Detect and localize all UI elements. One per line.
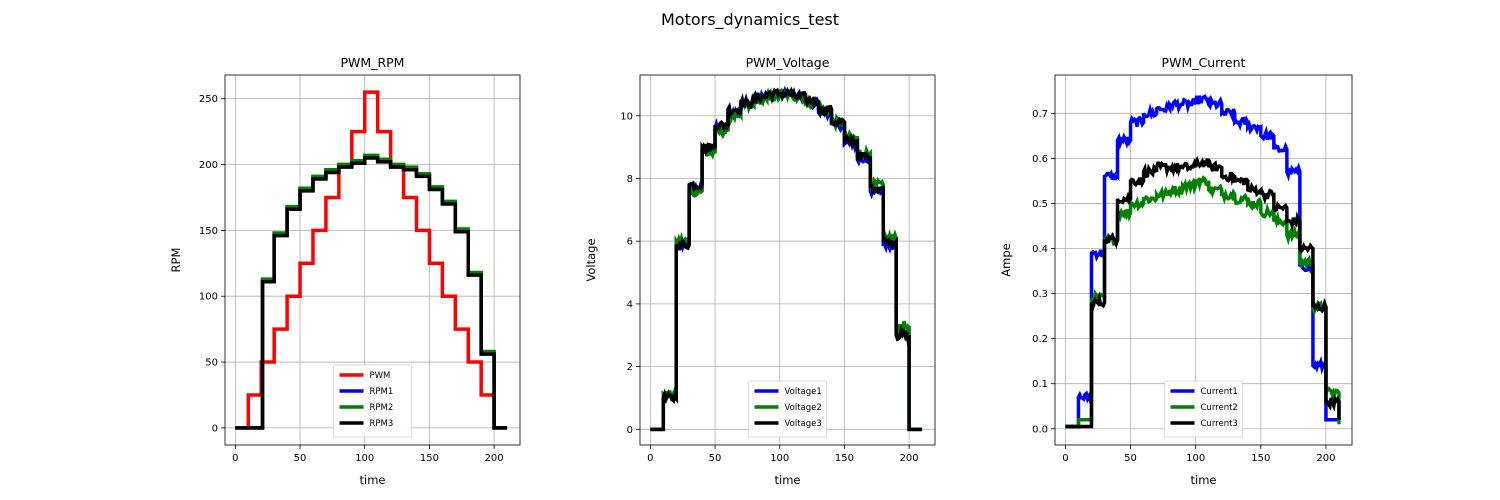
series-line-RPM3 (235, 156, 508, 430)
y-tick-label: 2 (627, 362, 633, 373)
legend-label-Voltage2: Voltage2 (785, 403, 822, 413)
y-tick-label: 0.3 (1032, 289, 1048, 300)
figure-suptitle: Motors_dynamics_test (661, 10, 839, 30)
x-tick-label: 50 (294, 453, 307, 464)
y-tick-label: 250 (199, 94, 218, 105)
y-tick-label: 0.4 (1032, 244, 1048, 255)
legend-label-RPM3: RPM3 (370, 419, 394, 429)
legend-label-RPM1: RPM1 (370, 387, 394, 397)
y-tick-label: 0.7 (1032, 109, 1048, 120)
x-tick-label: 100 (770, 453, 789, 464)
y-tick-label: 0.1 (1032, 379, 1048, 390)
y-tick-label: 0.0 (1032, 424, 1048, 435)
series-line-Current1 (1065, 93, 1339, 429)
series-line-Current2 (1065, 175, 1341, 429)
chart-panel-3: 0 50 100 150 200 0.0 0.1 0.2 0.3 0.4 0.5 0.6 0.7 PWM_… (999, 55, 1353, 487)
x-tick-label: 0 (232, 453, 238, 464)
legend: PWM RPM1 RPM2 RPM3 (333, 364, 412, 438)
x-tick-label: 0 (1062, 453, 1068, 464)
x-tick-label: 100 (1186, 453, 1205, 464)
y-axis-label: RPM (169, 248, 183, 273)
series-line-PWM (235, 90, 508, 430)
series-group (650, 85, 923, 432)
x-tick-label: 150 (1251, 453, 1270, 464)
panel-title: PWM_Current (1162, 55, 1246, 70)
x-tick-label: 100 (355, 453, 374, 464)
series-line-Current3 (1065, 155, 1341, 429)
series-line-Voltage2 (650, 87, 923, 432)
legend-label-Current3: Current3 (1201, 419, 1238, 429)
legend: Current1 Current2 Current3 (1164, 380, 1243, 438)
x-tick-label: 200 (485, 453, 504, 464)
legend-label-Voltage1: Voltage1 (785, 387, 822, 397)
axes-frame (1054, 74, 1353, 446)
y-tick-label: 200 (199, 160, 218, 171)
panel-title: PWM_Voltage (746, 55, 830, 70)
y-tick-label: 0 (212, 423, 218, 434)
x-axis-label: time (1191, 473, 1217, 487)
x-tick-label: 50 (709, 453, 722, 464)
axes-frame (224, 74, 521, 446)
x-axis-label: time (360, 473, 386, 487)
legend: Voltage1 Voltage2 Voltage3 (748, 380, 827, 438)
chart-panels: 0 50 100 150 200050100150200250PWM_RPMtimeRP… (169, 55, 1353, 487)
y-tick-label: 4 (627, 299, 633, 310)
y-tick-label: 10 (620, 111, 633, 122)
legend-label-RPM2: RPM2 (370, 403, 394, 413)
y-tick-label: 100 (199, 292, 218, 303)
panel-title: PWM_RPM (341, 55, 405, 70)
legend-label-Voltage3: Voltage3 (785, 419, 822, 429)
x-tick-label: 150 (835, 453, 854, 464)
y-tick-label: 0.5 (1032, 199, 1048, 210)
series-line-Voltage3 (650, 86, 923, 432)
series-group (235, 90, 508, 430)
y-axis-label: Ampe (999, 243, 1013, 276)
legend-label-Current2: Current2 (1201, 403, 1238, 413)
legend-label-PWM: PWM (370, 371, 391, 381)
x-tick-label: 200 (1316, 453, 1335, 464)
legend-label-Current1: Current1 (1201, 387, 1238, 397)
x-tick-label: 0 (647, 453, 653, 464)
y-tick-label: 6 (627, 237, 633, 248)
x-tick-label: 50 (1124, 453, 1137, 464)
y-tick-label: 50 (205, 358, 218, 369)
legend-box (333, 364, 412, 438)
y-tick-label: 0 (627, 425, 633, 436)
y-tick-label: 0.6 (1032, 154, 1048, 165)
x-axis-label: time (775, 473, 801, 487)
series-group (1065, 93, 1341, 429)
y-tick-label: 150 (199, 226, 218, 237)
x-tick-label: 200 (900, 453, 919, 464)
series-line-Voltage1 (650, 85, 923, 432)
y-tick-label: 0.2 (1032, 334, 1048, 345)
x-tick-label: 150 (420, 453, 439, 464)
y-axis-label: Voltage (584, 238, 598, 281)
axes-frame (639, 74, 936, 446)
y-tick-label: 8 (627, 174, 633, 185)
